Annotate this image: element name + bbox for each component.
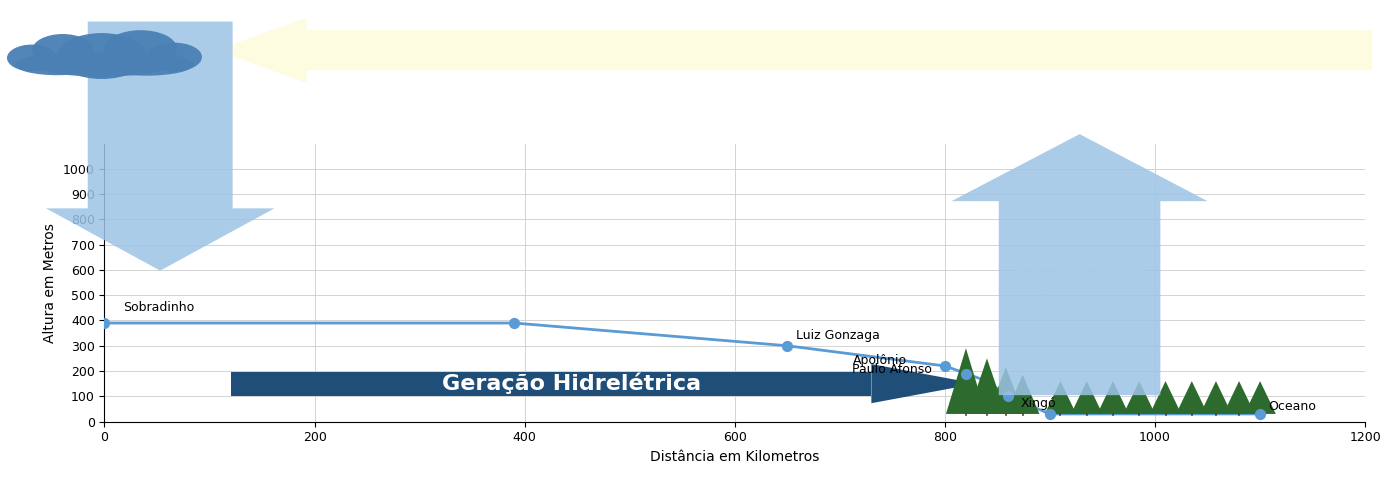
Point	[503, 319, 525, 327]
Text: Precipitação: Precipitação	[88, 100, 233, 120]
Polygon shape	[1045, 381, 1077, 414]
Polygon shape	[968, 358, 1006, 414]
Point	[954, 370, 976, 377]
Polygon shape	[1071, 381, 1102, 414]
Point	[997, 392, 1020, 400]
Polygon shape	[1176, 381, 1208, 414]
Y-axis label: Altura em Metros: Altura em Metros	[43, 223, 57, 342]
Polygon shape	[872, 364, 976, 403]
Polygon shape	[1201, 381, 1231, 414]
Polygon shape	[1149, 381, 1181, 414]
Polygon shape	[1098, 381, 1128, 414]
Point	[1039, 410, 1061, 418]
Point	[1250, 410, 1272, 418]
Text: Xingó: Xingó	[1021, 397, 1056, 410]
Text: Apolônio: Apolônio	[853, 354, 907, 367]
Text: Transpiração,
Queima &
Esfriamento: Transpiração, Queima & Esfriamento	[1011, 259, 1148, 319]
X-axis label: Distância em Kilometros: Distância em Kilometros	[651, 450, 819, 464]
Text: Vento com maior umidade: Vento com maior umidade	[720, 38, 1070, 62]
Polygon shape	[1124, 381, 1155, 414]
Polygon shape	[988, 367, 1024, 414]
Point	[933, 362, 956, 370]
Text: Sobradinho: Sobradinho	[124, 301, 195, 314]
Text: Luiz Gonzaga: Luiz Gonzaga	[795, 329, 879, 342]
Text: Paulo Afonso: Paulo Afonso	[853, 363, 932, 376]
Point	[776, 342, 798, 350]
FancyBboxPatch shape	[231, 372, 872, 396]
Polygon shape	[1223, 381, 1255, 414]
Polygon shape	[946, 348, 986, 414]
Point	[93, 319, 116, 327]
Polygon shape	[1006, 375, 1039, 414]
Polygon shape	[1244, 381, 1276, 414]
Text: Oceano: Oceano	[1269, 400, 1316, 413]
Text: Geração Hidrelétrica: Geração Hidrelétrica	[443, 373, 702, 394]
